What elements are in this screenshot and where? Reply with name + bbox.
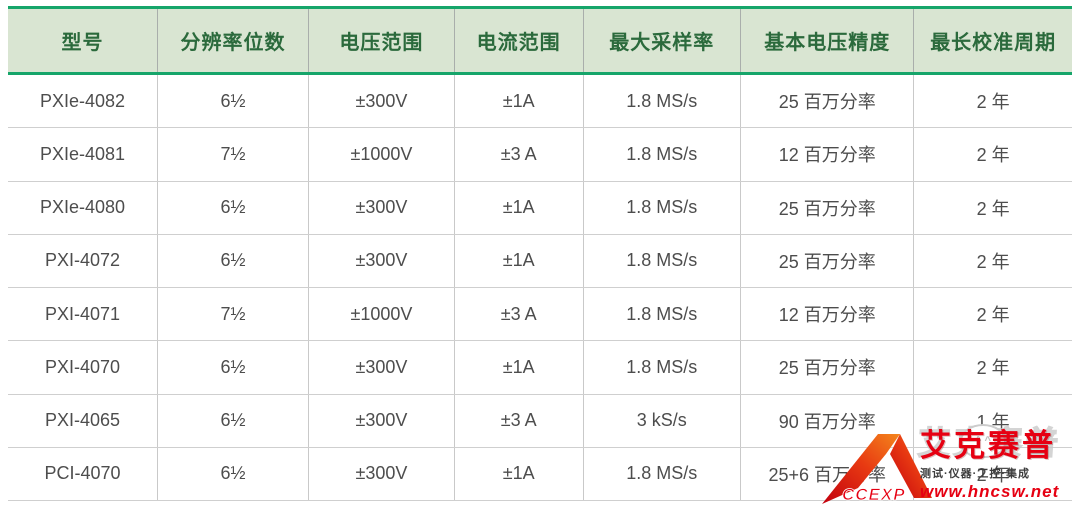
table-cell-accuracy: 25 百万分率: [740, 181, 913, 234]
table-cell-current: ±1A: [453, 234, 583, 287]
table-row: PXI-4072 6½ ±300V ±1A 1.8 MS/s 25 百万分率 2 年: [8, 234, 1072, 288]
table-cell-model: PXI-4065: [44, 410, 120, 431]
table-cell-digits: 6½: [156, 447, 308, 500]
table-cell-sample: 1.8 MS/s: [582, 234, 740, 287]
table-cell-digits: 6½: [156, 75, 308, 128]
table-cell-current: ±3 A: [453, 288, 583, 341]
table-cell-digits: 7½: [156, 128, 308, 181]
table-cell-sample: 1.8 MS/s: [582, 447, 740, 500]
table-row: PXI-4070 6½ ±300V ±1A 1.8 MS/s 25 百万分率 2 年: [8, 341, 1072, 395]
table-cell-voltage: ±300V: [308, 447, 454, 500]
table-cell-sample: 3 kS/s: [582, 394, 740, 447]
table-cell-voltage: ±300V: [308, 75, 454, 128]
table-cell-sample: 1.8 MS/s: [582, 75, 740, 128]
table-cell-current: ±3 A: [453, 128, 583, 181]
table-header-cell-calibration: 最长校准周期: [913, 9, 1072, 72]
table-header-cell-digits: 分辨率位数: [156, 9, 308, 72]
table-cell-sample: 1.8 MS/s: [582, 128, 740, 181]
table-header-cell-model: 型号: [61, 32, 104, 54]
table-cell-voltage: ±300V: [308, 181, 454, 234]
table-cell-accuracy: 25 百万分率: [740, 75, 913, 128]
table-body: PXIe-4082 6½ ±300V ±1A 1.8 MS/s 25 百万分率 2 年 PXI…: [8, 75, 1072, 501]
table-header-cell-sample: 最大采样率: [582, 9, 740, 72]
table-header-cell-accuracy: 基本电压精度: [740, 9, 913, 72]
table-cell-model: PXI-4072: [44, 250, 120, 271]
table-cell-calibration: 2 年: [913, 128, 1072, 181]
table-cell-model: PXIe-4082: [39, 90, 125, 111]
table-header-row: 型号 分辨率位数 电压范围 电流范围 最大采样率 基本电压精度 最长校准周期: [8, 6, 1072, 75]
table-cell-calibration: 1 年: [913, 394, 1072, 447]
table-cell-current: ±1A: [453, 341, 583, 394]
table-cell-digits: 7½: [156, 288, 308, 341]
table-cell-calibration: 2 年: [913, 447, 1072, 500]
table-cell-calibration: 2 年: [913, 288, 1072, 341]
table-row: PXIe-4080 6½ ±300V ±1A 1.8 MS/s 25 百万分率 2 年: [8, 181, 1072, 235]
table-cell-voltage: ±300V: [308, 341, 454, 394]
table-cell-voltage: ±1000V: [308, 288, 454, 341]
table-cell-digits: 6½: [156, 181, 308, 234]
table-cell-current: ±3 A: [453, 394, 583, 447]
table-cell-calibration: 2 年: [913, 234, 1072, 287]
table-cell-digits: 6½: [156, 341, 308, 394]
table-cell-calibration: 2 年: [913, 75, 1072, 128]
table-cell-calibration: 2 年: [913, 341, 1072, 394]
table-header-cell-current: 电流范围: [453, 9, 583, 72]
table-cell-model: PXI-4070: [44, 356, 120, 377]
table-cell-calibration: 2 年: [913, 181, 1072, 234]
table-cell-digits: 6½: [156, 234, 308, 287]
table-cell-voltage: ±300V: [308, 234, 454, 287]
table-cell-sample: 1.8 MS/s: [582, 181, 740, 234]
table-row: PXI-4071 7½ ±1000V ±3 A 1.8 MS/s 12 百万分率 2 年: [8, 288, 1072, 342]
table-cell-voltage: ±300V: [308, 394, 454, 447]
table-cell-digits: 6½: [156, 394, 308, 447]
table-cell-sample: 1.8 MS/s: [582, 288, 740, 341]
table-cell-accuracy: 25 百万分率: [740, 234, 913, 287]
table-row: PCI-4070 6½ ±300V ±1A 1.8 MS/s 25+6 百万分率 2 年: [8, 447, 1072, 501]
table-cell-current: ±1A: [453, 447, 583, 500]
table-cell-model: PXIe-4080: [39, 197, 125, 218]
table-cell-accuracy: 90 百万分率: [740, 394, 913, 447]
table-header-cell-voltage: 电压范围: [308, 9, 454, 72]
table-cell-accuracy: 12 百万分率: [740, 128, 913, 181]
table-cell-model: PCI-4070: [44, 463, 121, 484]
table-row: PXIe-4081 7½ ±1000V ±3 A 1.8 MS/s 12 百万分率 2 年: [8, 128, 1072, 182]
table-cell-current: ±1A: [453, 75, 583, 128]
table-cell-voltage: ±1000V: [308, 128, 454, 181]
spec-table: 型号 分辨率位数 电压范围 电流范围 最大采样率 基本电压精度 最长校准周期 PXIe-40…: [8, 6, 1072, 501]
table-cell-model: PXIe-4081: [39, 143, 125, 164]
table-cell-sample: 1.8 MS/s: [582, 341, 740, 394]
table-cell-model: PXI-4071: [44, 303, 120, 324]
table-cell-accuracy: 12 百万分率: [740, 288, 913, 341]
table-cell-accuracy: 25 百万分率: [740, 341, 913, 394]
table-row: PXIe-4082 6½ ±300V ±1A 1.8 MS/s 25 百万分率 2 年: [8, 75, 1072, 129]
table-cell-current: ±1A: [453, 181, 583, 234]
table-cell-accuracy: 25+6 百万分率: [740, 447, 913, 500]
